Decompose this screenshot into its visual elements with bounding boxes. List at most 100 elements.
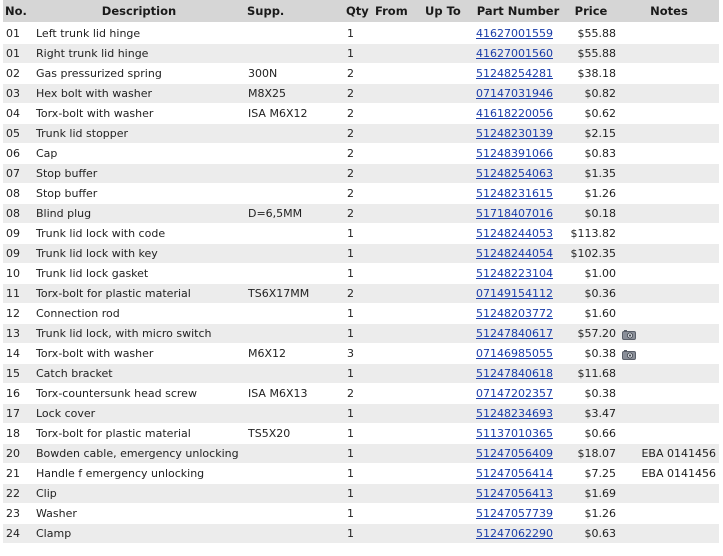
cell-no: 23 <box>3 503 33 523</box>
cell-description: Trunk lid stopper <box>33 123 245 143</box>
cell-qty: 1 <box>344 423 373 443</box>
part-number-link[interactable]: 41627001559 <box>476 27 553 40</box>
part-number-link[interactable]: 51248254281 <box>476 67 553 80</box>
table-row: 11 Torx-bolt for plastic material TS6X17… <box>3 283 719 303</box>
cell-notes <box>619 223 719 243</box>
part-number-link[interactable]: 51247056413 <box>476 487 553 500</box>
cell-description: Trunk lid lock gasket <box>33 263 245 283</box>
cell-qty: 2 <box>344 163 373 183</box>
cell-part-number: 51248244054 <box>473 243 563 263</box>
column-header-from: From <box>373 0 423 23</box>
cell-price: $3.47 <box>563 403 619 423</box>
cell-price: $1.69 <box>563 483 619 503</box>
cell-description: Torx-bolt for plastic material <box>33 423 245 443</box>
cell-part-number: 51247057739 <box>473 503 563 523</box>
cell-description: Clip <box>33 483 245 503</box>
cell-price: $0.63 <box>563 523 619 543</box>
cell-no: 11 <box>3 283 33 303</box>
cell-supp <box>245 163 344 183</box>
part-number-link[interactable]: 07149154112 <box>476 287 553 300</box>
camera-icon[interactable] <box>622 329 636 340</box>
cell-supp <box>245 523 344 543</box>
column-header-part-number: Part Number <box>473 0 563 23</box>
cell-qty: 2 <box>344 183 373 203</box>
cell-no: 13 <box>3 323 33 343</box>
part-number-link[interactable]: 51247840617 <box>476 327 553 340</box>
cell-qty: 1 <box>344 23 373 43</box>
column-header-no: No. <box>3 0 33 23</box>
cell-part-number: 07147202357 <box>473 383 563 403</box>
part-number-link[interactable]: 07146985055 <box>476 347 553 360</box>
cell-supp <box>245 483 344 503</box>
cell-part-number: 51137010365 <box>473 423 563 443</box>
part-number-link[interactable]: 51247057739 <box>476 507 553 520</box>
cell-from <box>373 363 423 383</box>
cell-part-number: 07146985055 <box>473 343 563 363</box>
cell-description: Right trunk lid hinge <box>33 43 245 63</box>
part-number-link[interactable]: 51248254063 <box>476 167 553 180</box>
part-number-link[interactable]: 51248230139 <box>476 127 553 140</box>
part-number-link[interactable]: 51248244054 <box>476 247 553 260</box>
cell-description: Gas pressurized spring <box>33 63 245 83</box>
cell-supp <box>245 263 344 283</box>
cell-supp <box>245 183 344 203</box>
part-number-link[interactable]: 51247056409 <box>476 447 553 460</box>
cell-description: Trunk lid lock, with micro switch <box>33 323 245 343</box>
cell-part-number: 41627001560 <box>473 43 563 63</box>
cell-no: 07 <box>3 163 33 183</box>
cell-up-to <box>423 203 473 223</box>
part-number-link[interactable]: 51248391066 <box>476 147 553 160</box>
cell-notes <box>619 363 719 383</box>
cell-notes <box>619 383 719 403</box>
cell-up-to <box>423 63 473 83</box>
cell-no: 15 <box>3 363 33 383</box>
part-number-link[interactable]: 41618220056 <box>476 107 553 120</box>
cell-supp <box>245 243 344 263</box>
part-number-link[interactable]: 51137010365 <box>476 427 553 440</box>
cell-qty: 1 <box>344 263 373 283</box>
cell-qty: 3 <box>344 343 373 363</box>
cell-qty: 2 <box>344 283 373 303</box>
cell-part-number: 51247056413 <box>473 483 563 503</box>
table-row: 15 Catch bracket 1 51247840618 $11.68 <box>3 363 719 383</box>
part-number-link[interactable]: 51248244053 <box>476 227 553 240</box>
part-number-link[interactable]: 07147202357 <box>476 387 553 400</box>
part-number-link[interactable]: 51248234693 <box>476 407 553 420</box>
part-number-link[interactable]: 51248223104 <box>476 267 553 280</box>
part-number-link[interactable]: 51247062290 <box>476 527 553 540</box>
cell-notes <box>619 503 719 523</box>
camera-icon[interactable] <box>622 349 636 360</box>
cell-from <box>373 103 423 123</box>
part-number-link[interactable]: 51718407016 <box>476 207 553 220</box>
part-number-link[interactable]: 51247056414 <box>476 467 553 480</box>
cell-price: $1.26 <box>563 503 619 523</box>
cell-up-to <box>423 223 473 243</box>
cell-price: $0.83 <box>563 143 619 163</box>
cell-from <box>373 383 423 403</box>
table-row: 03 Hex bolt with washer M8X25 2 07147031… <box>3 83 719 103</box>
cell-from <box>373 203 423 223</box>
cell-price: $18.07 <box>563 443 619 463</box>
cell-supp <box>245 403 344 423</box>
part-number-link[interactable]: 51248203772 <box>476 307 553 320</box>
cell-description: Hex bolt with washer <box>33 83 245 103</box>
table-row: 22 Clip 1 51247056413 $1.69 <box>3 483 719 503</box>
cell-no: 06 <box>3 143 33 163</box>
cell-part-number: 51248231615 <box>473 183 563 203</box>
cell-supp <box>245 223 344 243</box>
table-row: 18 Torx-bolt for plastic material TS5X20… <box>3 423 719 443</box>
cell-qty: 1 <box>344 363 373 383</box>
cell-up-to <box>423 163 473 183</box>
cell-notes: EBA 0141456 <box>619 443 719 463</box>
part-number-link[interactable]: 51247840618 <box>476 367 553 380</box>
cell-no: 02 <box>3 63 33 83</box>
part-number-link[interactable]: 51248231615 <box>476 187 553 200</box>
cell-supp: ISA M6X12 <box>245 103 344 123</box>
table-row: 08 Blind plug D=6,5MM 2 51718407016 $0.1… <box>3 203 719 223</box>
part-number-link[interactable]: 41627001560 <box>476 47 553 60</box>
cell-description: Left trunk lid hinge <box>33 23 245 43</box>
cell-qty: 1 <box>344 463 373 483</box>
part-number-link[interactable]: 07147031946 <box>476 87 553 100</box>
cell-no: 03 <box>3 83 33 103</box>
table-row: 20 Bowden cable, emergency unlocking 1 5… <box>3 443 719 463</box>
